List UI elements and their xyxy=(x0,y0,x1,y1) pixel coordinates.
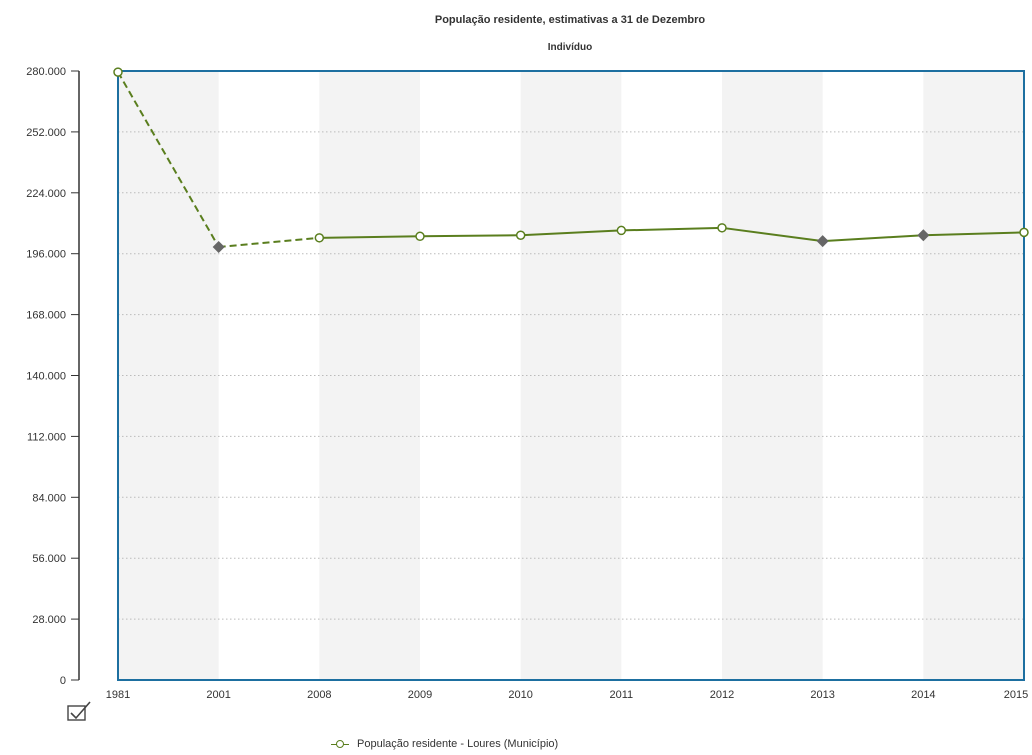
y-tick-label: 56.000 xyxy=(32,553,66,565)
y-tick-label: 168.000 xyxy=(26,310,66,322)
x-tick-label: 2014 xyxy=(911,689,935,701)
x-tick-label: 2008 xyxy=(307,689,331,701)
y-tick-label: 224.000 xyxy=(26,188,66,200)
data-point xyxy=(314,233,325,243)
x-tick-label: 1981 xyxy=(106,689,130,701)
gridlines xyxy=(118,131,1024,620)
data-point-diamond xyxy=(816,235,829,248)
series-segment xyxy=(520,229,622,237)
chart-legend[interactable]: População residente - Loures (Município) xyxy=(331,738,558,750)
data-point xyxy=(1019,227,1029,238)
series-markers xyxy=(113,67,1029,253)
plot-band xyxy=(118,71,219,680)
series-segment xyxy=(923,231,1025,237)
chart-title: População residente, estimativas a 31 de… xyxy=(434,14,706,26)
data-point-diamond xyxy=(212,240,225,253)
y-tick-label: 140.000 xyxy=(26,371,66,383)
series-segment xyxy=(117,71,220,248)
plot-band xyxy=(722,71,823,680)
legend-label: População residente - Loures (Município) xyxy=(357,738,559,750)
y-tick-label: 0 xyxy=(60,675,66,687)
x-tick-label: 2001 xyxy=(206,689,230,701)
data-point xyxy=(113,67,123,77)
series-segment xyxy=(721,226,823,243)
x-tick-label: 2013 xyxy=(810,689,834,701)
x-tick-label: 2010 xyxy=(508,689,532,701)
x-tick-label: 2012 xyxy=(710,689,734,701)
series-segment xyxy=(822,234,924,243)
plot-area-border xyxy=(117,70,1025,681)
x-tick-label: 2011 xyxy=(610,689,634,701)
y-tick-label: 28.000 xyxy=(32,614,66,626)
series-segment xyxy=(319,235,421,239)
chart-subtitle: Indivíduo xyxy=(547,42,593,53)
checkbox-check-icon[interactable] xyxy=(66,700,92,722)
data-point-diamond xyxy=(917,229,930,242)
x-axis-ticks: 1981 2001 2008 2009 2010 2011 2012 2013 2014 2015 xyxy=(106,689,1028,701)
series-segment xyxy=(419,234,521,238)
series-segment xyxy=(218,236,320,248)
data-point xyxy=(717,223,727,233)
y-axis-ticks: 0 28.000 56.000 84.000 112.000 140.000 168.000… xyxy=(26,66,79,687)
series-line xyxy=(117,71,1025,248)
x-tick-label: 2015 xyxy=(1004,689,1028,701)
y-tick-label: 280.000 xyxy=(26,66,66,78)
data-point xyxy=(515,230,526,240)
y-tick-label: 112.000 xyxy=(27,431,66,443)
series-segment xyxy=(621,226,723,232)
y-tick-label: 196.000 xyxy=(26,249,66,261)
y-tick-label: 84.000 xyxy=(32,492,66,504)
data-point xyxy=(616,225,627,236)
legend-marker-icon xyxy=(331,739,349,749)
data-point xyxy=(415,231,425,242)
line-chart: 0 28.000 56.000 84.000 112.000 140.000 168.000… xyxy=(26,66,1029,701)
y-tick-label: 252.000 xyxy=(26,127,66,139)
x-tick-label: 2009 xyxy=(408,689,432,701)
